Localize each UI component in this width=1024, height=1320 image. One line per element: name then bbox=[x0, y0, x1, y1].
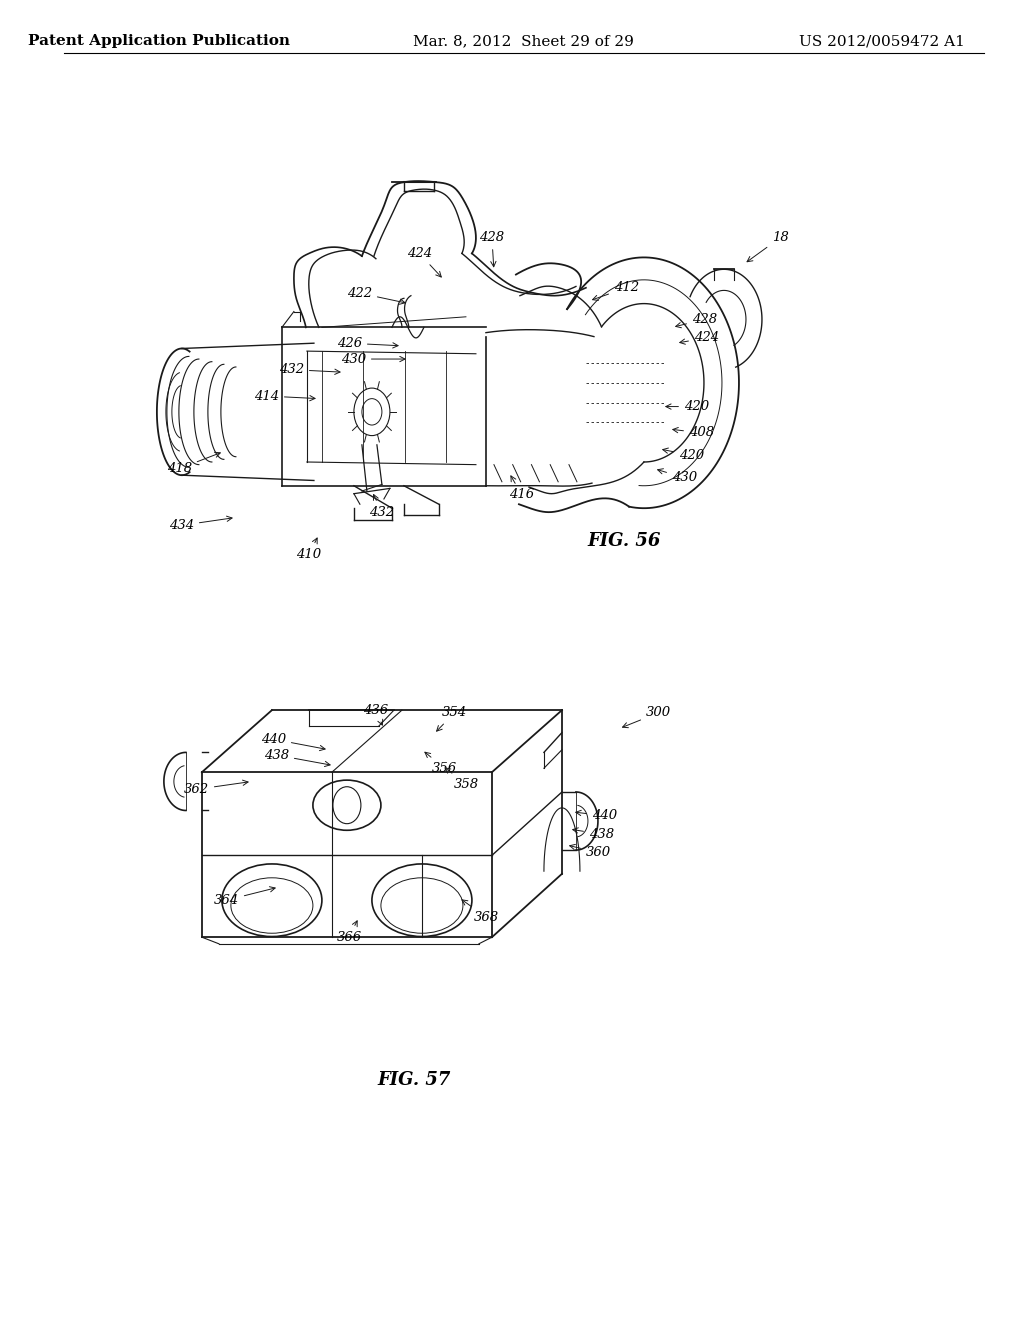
Text: 358: 358 bbox=[445, 768, 479, 791]
Text: 432: 432 bbox=[370, 495, 394, 519]
Text: 428: 428 bbox=[479, 231, 505, 267]
Text: 434: 434 bbox=[169, 516, 232, 532]
Text: 430: 430 bbox=[657, 469, 697, 484]
Text: 418: 418 bbox=[167, 453, 220, 475]
Text: 416: 416 bbox=[509, 477, 535, 502]
Text: Patent Application Publication: Patent Application Publication bbox=[28, 34, 290, 49]
Text: 414: 414 bbox=[254, 389, 315, 403]
Text: 440: 440 bbox=[575, 809, 617, 822]
Text: 300: 300 bbox=[623, 706, 671, 727]
Text: 362: 362 bbox=[183, 780, 248, 796]
Text: 424: 424 bbox=[407, 247, 441, 277]
Text: 408: 408 bbox=[673, 426, 714, 440]
Text: 410: 410 bbox=[296, 539, 322, 561]
Text: US 2012/0059472 A1: US 2012/0059472 A1 bbox=[799, 34, 965, 49]
Text: 430: 430 bbox=[341, 352, 406, 366]
Text: 368: 368 bbox=[462, 900, 499, 924]
Text: 412: 412 bbox=[593, 281, 639, 301]
Text: 436: 436 bbox=[364, 704, 388, 725]
Text: 366: 366 bbox=[336, 921, 361, 944]
Text: Mar. 8, 2012  Sheet 29 of 29: Mar. 8, 2012 Sheet 29 of 29 bbox=[414, 34, 635, 49]
Text: 364: 364 bbox=[214, 887, 275, 907]
Text: 356: 356 bbox=[425, 752, 457, 775]
Text: 354: 354 bbox=[436, 706, 467, 731]
Text: 360: 360 bbox=[569, 845, 611, 859]
Text: 428: 428 bbox=[676, 313, 717, 327]
Text: 18: 18 bbox=[748, 231, 788, 261]
Text: 424: 424 bbox=[680, 331, 719, 345]
Text: FIG. 56: FIG. 56 bbox=[587, 532, 660, 550]
Text: 438: 438 bbox=[572, 828, 614, 841]
Text: 420: 420 bbox=[666, 400, 709, 413]
Text: 420: 420 bbox=[663, 447, 705, 462]
Text: FIG. 57: FIG. 57 bbox=[377, 1071, 451, 1089]
Text: 438: 438 bbox=[264, 748, 330, 767]
Text: 432: 432 bbox=[279, 363, 340, 376]
Text: 422: 422 bbox=[347, 286, 406, 305]
Text: 440: 440 bbox=[261, 733, 325, 751]
Text: 426: 426 bbox=[337, 337, 398, 350]
